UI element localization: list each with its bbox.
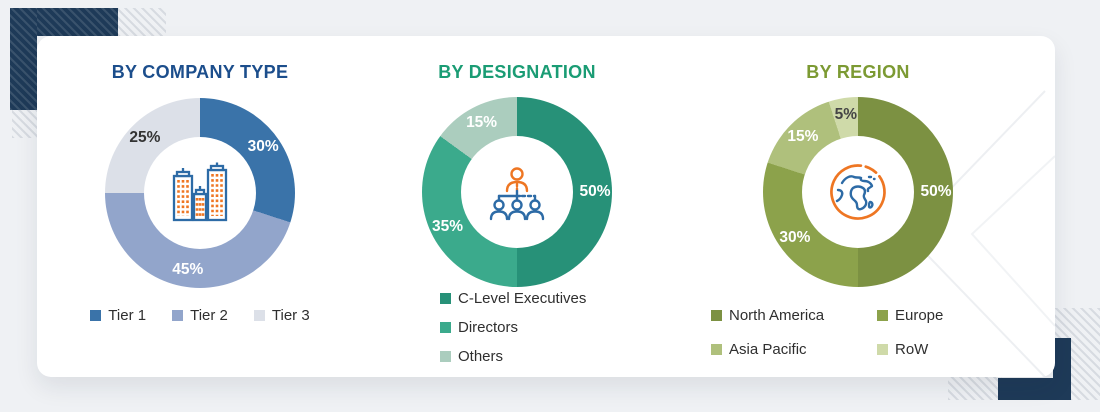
- donut-hole-designation: [461, 136, 573, 248]
- hatch-pattern-left: [12, 106, 38, 138]
- donut-designation: 50% 35% 15%: [422, 97, 612, 287]
- segment-value-label: 45%: [172, 261, 204, 279]
- legend-designation: C-Level Executives Directors Others: [440, 290, 586, 365]
- legend-item: RoW: [877, 341, 943, 358]
- corner-accent-bottom-right-horizontal: [998, 378, 1071, 400]
- legend-swatch: [253, 310, 265, 321]
- legend-item: Tier 2: [172, 307, 228, 324]
- segment-value-label: 30%: [247, 138, 279, 156]
- legend-item: Europe: [877, 307, 943, 324]
- segment-value-label: 50%: [579, 183, 611, 200]
- infographic-card: BY COMPANY TYPE: [37, 36, 1055, 377]
- legend-item: Others: [440, 348, 586, 365]
- legend-swatch: [440, 351, 451, 362]
- buildings-icon: [172, 162, 228, 222]
- globe-icon: [830, 164, 886, 220]
- donut-company-type: 30% 45% 25%: [105, 98, 295, 288]
- legend-item: Tier 1: [90, 307, 146, 324]
- legend-swatch: [440, 293, 451, 304]
- legend-swatch: [877, 310, 888, 321]
- segment-value-label: 50%: [920, 183, 952, 200]
- segment-value-label: 15%: [787, 127, 819, 145]
- donut-hole-region: [802, 136, 914, 248]
- legend-swatch: [90, 310, 102, 321]
- legend-label: North America: [729, 307, 825, 324]
- corner-accent-top-left-vertical: [10, 8, 37, 110]
- chart-title-company-type: BY COMPANY TYPE: [111, 62, 289, 82]
- legend-swatch: [711, 344, 722, 355]
- legend-label: Asia Pacific: [729, 341, 807, 358]
- legend-label: Europe: [895, 307, 944, 324]
- segment-value-label: 30%: [779, 228, 811, 246]
- legend-label: Directors: [458, 319, 519, 336]
- donut-region: 50% 30% 15% 5%: [763, 97, 953, 287]
- legend-swatch: [440, 322, 451, 333]
- legend-region: North America Europe Asia Pacific RoW: [711, 307, 943, 358]
- legend-item: Tier 3: [253, 307, 310, 324]
- legend-label: C-Level Executives: [458, 290, 587, 307]
- org-chart-icon: [489, 167, 545, 221]
- hatch-pattern-bottom: [948, 377, 1002, 400]
- legend-label: Tier 2: [190, 307, 228, 324]
- segment-value-label: 35%: [431, 218, 464, 236]
- segment-value-label: 5%: [834, 105, 857, 123]
- legend-item: Directors: [440, 319, 586, 336]
- legend-item: North America: [711, 307, 877, 324]
- segment-value-label: 15%: [466, 113, 498, 131]
- segment-value-label: 25%: [129, 128, 161, 146]
- legend-swatch: [711, 310, 722, 321]
- legend-item: Asia Pacific: [711, 341, 877, 358]
- legend-label: Others: [458, 348, 504, 365]
- legend-label: RoW: [895, 341, 929, 358]
- chart-title-designation: BY DESIGNATION: [438, 62, 596, 82]
- legend-swatch: [877, 344, 888, 355]
- legend-item: C-Level Executives: [440, 290, 586, 307]
- legend-company-type: Tier 1 Tier 2 Tier 3: [40, 307, 360, 324]
- donut-hole-company-type: [144, 137, 256, 249]
- legend-label: Tier 1: [108, 307, 147, 324]
- legend-label: Tier 3: [271, 307, 310, 324]
- chart-title-region: BY REGION: [806, 62, 910, 82]
- legend-swatch: [172, 310, 184, 321]
